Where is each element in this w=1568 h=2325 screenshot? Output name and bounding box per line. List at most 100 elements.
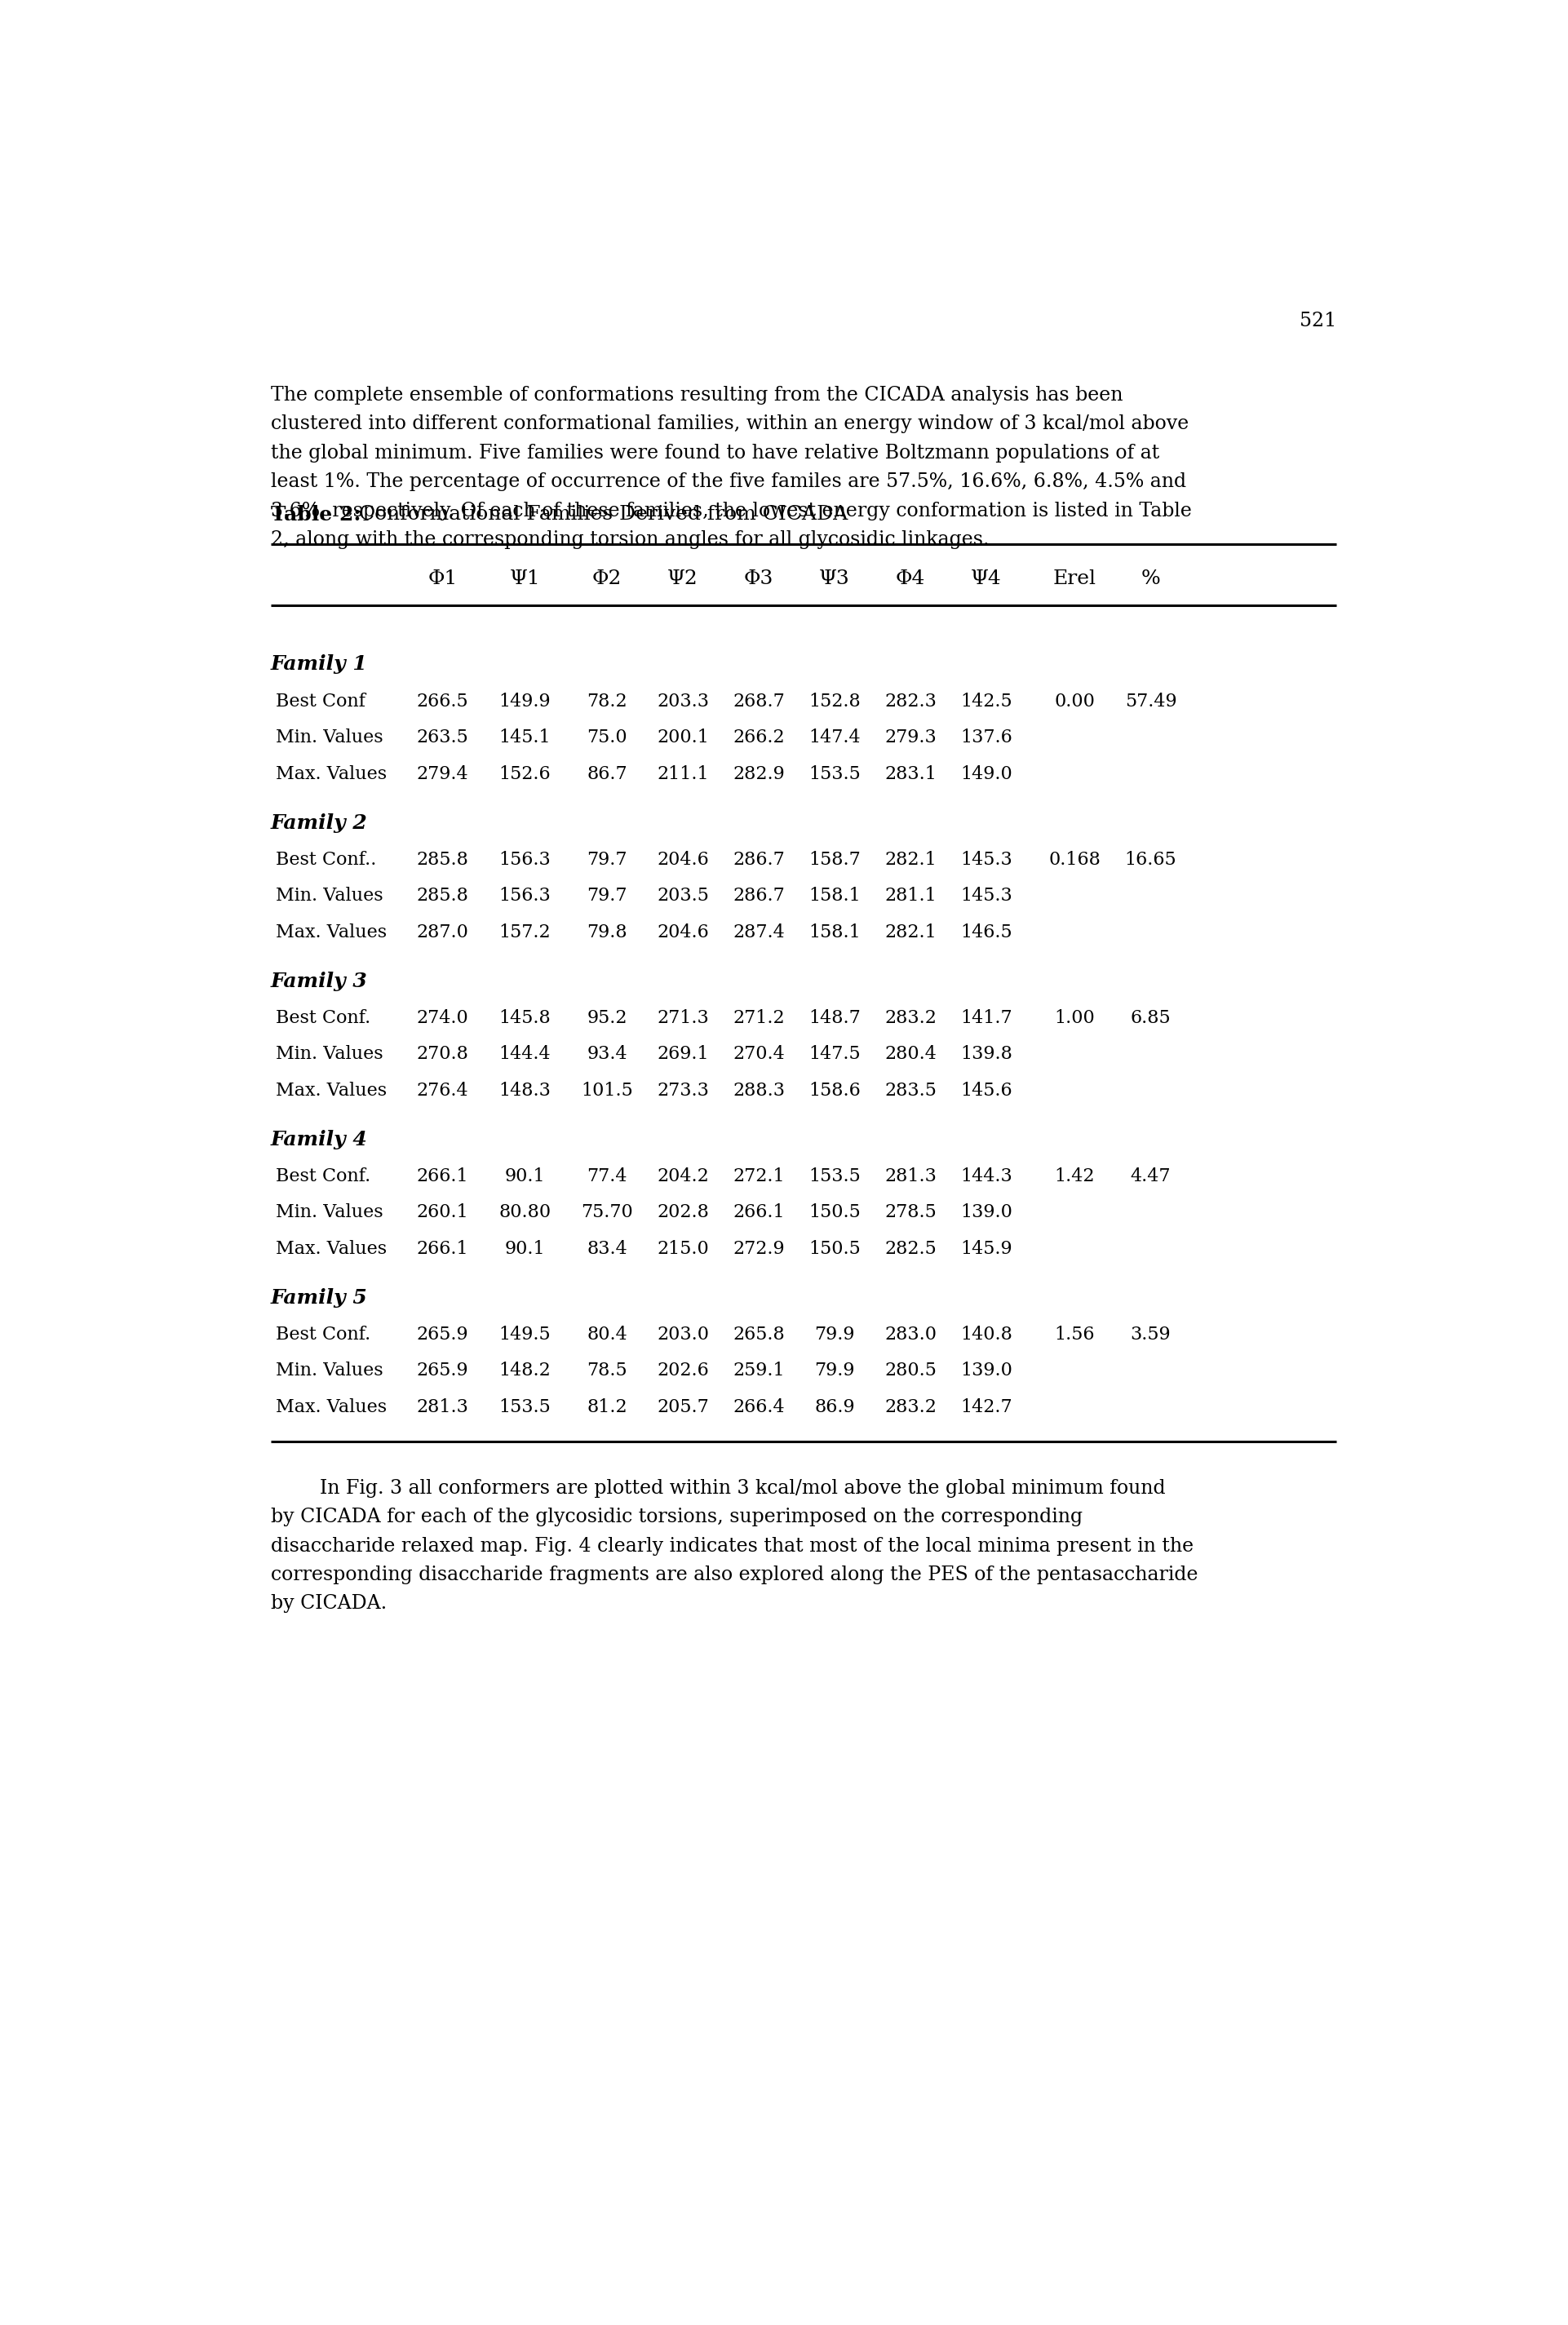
- Text: 75.70: 75.70: [582, 1204, 633, 1221]
- Text: Conformational Families Derived from CICADA: Conformational Families Derived from CIC…: [353, 505, 848, 523]
- Text: 158.6: 158.6: [809, 1081, 861, 1100]
- Text: 57.49: 57.49: [1124, 693, 1176, 709]
- Text: 287.0: 287.0: [417, 923, 469, 942]
- Text: 158.1: 158.1: [809, 888, 861, 904]
- Text: 140.8: 140.8: [960, 1325, 1013, 1344]
- Text: Min. Values: Min. Values: [276, 728, 383, 746]
- Text: 271.3: 271.3: [657, 1009, 709, 1028]
- Text: 283.0: 283.0: [884, 1325, 936, 1344]
- Text: 259.1: 259.1: [732, 1362, 784, 1381]
- Text: 145.8: 145.8: [499, 1009, 550, 1028]
- Text: Ψ1: Ψ1: [510, 570, 539, 588]
- Text: 281.3: 281.3: [884, 1167, 936, 1186]
- Text: corresponding disaccharide fragments are also explored along the PES of the pent: corresponding disaccharide fragments are…: [271, 1565, 1198, 1583]
- Text: 285.8: 285.8: [417, 888, 469, 904]
- Text: disaccharide relaxed map. Fig. 4 clearly indicates that most of the local minima: disaccharide relaxed map. Fig. 4 clearly…: [271, 1537, 1193, 1555]
- Text: Table 2:: Table 2:: [271, 505, 361, 525]
- Text: Max. Values: Max. Values: [276, 1239, 387, 1258]
- Text: Best Conf.: Best Conf.: [276, 1325, 370, 1344]
- Text: 266.1: 266.1: [417, 1167, 469, 1186]
- Text: 282.3: 282.3: [884, 693, 936, 709]
- Text: 1.00: 1.00: [1055, 1009, 1094, 1028]
- Text: by CICADA.: by CICADA.: [271, 1595, 387, 1614]
- Text: 101.5: 101.5: [582, 1081, 633, 1100]
- Text: 204.2: 204.2: [657, 1167, 709, 1186]
- Text: 16.65: 16.65: [1124, 851, 1176, 870]
- Text: 147.4: 147.4: [809, 728, 861, 746]
- Text: 0.168: 0.168: [1049, 851, 1101, 870]
- Text: 287.4: 287.4: [732, 923, 784, 942]
- Text: The complete ensemble of conformations resulting from the CICADA analysis has be: The complete ensemble of conformations r…: [271, 386, 1123, 405]
- Text: 148.7: 148.7: [809, 1009, 861, 1028]
- Text: 268.7: 268.7: [732, 693, 784, 709]
- Text: Max. Values: Max. Values: [276, 765, 387, 784]
- Text: Φ1: Φ1: [428, 570, 458, 588]
- Text: 79.7: 79.7: [586, 888, 627, 904]
- Text: 282.9: 282.9: [732, 765, 784, 784]
- Text: 141.7: 141.7: [960, 1009, 1013, 1028]
- Text: Max. Values: Max. Values: [276, 1397, 387, 1416]
- Text: 150.5: 150.5: [809, 1239, 861, 1258]
- Text: by CICADA for each of the glycosidic torsions, superimposed on the corresponding: by CICADA for each of the glycosidic tor…: [271, 1507, 1082, 1528]
- Text: Family 3: Family 3: [271, 972, 367, 990]
- Text: 90.1: 90.1: [505, 1167, 546, 1186]
- Text: 153.5: 153.5: [809, 1167, 861, 1186]
- Text: Erel: Erel: [1054, 570, 1096, 588]
- Text: 283.2: 283.2: [884, 1009, 936, 1028]
- Text: 145.3: 145.3: [960, 851, 1013, 870]
- Text: 278.5: 278.5: [884, 1204, 936, 1221]
- Text: 149.0: 149.0: [960, 765, 1013, 784]
- Text: Ψ3: Ψ3: [818, 570, 850, 588]
- Text: 77.4: 77.4: [586, 1167, 627, 1186]
- Text: 282.1: 282.1: [884, 923, 936, 942]
- Text: 158.7: 158.7: [809, 851, 861, 870]
- Text: 78.5: 78.5: [586, 1362, 627, 1381]
- Text: 0.00: 0.00: [1055, 693, 1094, 709]
- Text: 266.2: 266.2: [732, 728, 784, 746]
- Text: Best Conf..: Best Conf..: [276, 851, 376, 870]
- Text: Min. Values: Min. Values: [276, 1362, 383, 1381]
- Text: 271.2: 271.2: [732, 1009, 784, 1028]
- Text: 145.9: 145.9: [960, 1239, 1013, 1258]
- Text: Min. Values: Min. Values: [276, 1204, 383, 1221]
- Text: 142.5: 142.5: [960, 693, 1013, 709]
- Text: Min. Values: Min. Values: [276, 888, 383, 904]
- Text: 203.5: 203.5: [657, 888, 709, 904]
- Text: 152.6: 152.6: [499, 765, 550, 784]
- Text: 6.85: 6.85: [1131, 1009, 1171, 1028]
- Text: 272.9: 272.9: [732, 1239, 784, 1258]
- Text: 279.3: 279.3: [884, 728, 936, 746]
- Text: Ψ2: Ψ2: [668, 570, 698, 588]
- Text: 1.42: 1.42: [1055, 1167, 1094, 1186]
- Text: clustered into different conformational families, within an energy window of 3 k: clustered into different conformational …: [271, 414, 1189, 432]
- Text: 148.3: 148.3: [499, 1081, 550, 1100]
- Text: Best Conf.: Best Conf.: [276, 1009, 370, 1028]
- Text: 145.1: 145.1: [499, 728, 550, 746]
- Text: 202.6: 202.6: [657, 1362, 709, 1381]
- Text: 288.3: 288.3: [732, 1081, 786, 1100]
- Text: 281.1: 281.1: [884, 888, 936, 904]
- Text: 79.9: 79.9: [814, 1325, 855, 1344]
- Text: 204.6: 204.6: [657, 923, 709, 942]
- Text: 266.1: 266.1: [417, 1239, 469, 1258]
- Text: 282.5: 282.5: [884, 1239, 936, 1258]
- Text: least 1%. The percentage of occurrence of the five familes are 57.5%, 16.6%, 6.8: least 1%. The percentage of occurrence o…: [271, 472, 1185, 491]
- Text: 276.4: 276.4: [417, 1081, 469, 1100]
- Text: In Fig. 3 all conformers are plotted within 3 kcal/mol above the global minimum : In Fig. 3 all conformers are plotted wit…: [271, 1479, 1165, 1497]
- Text: 139.0: 139.0: [960, 1204, 1013, 1221]
- Text: Family 2: Family 2: [271, 814, 367, 832]
- Text: 79.8: 79.8: [586, 923, 627, 942]
- Text: 90.1: 90.1: [505, 1239, 546, 1258]
- Text: 83.4: 83.4: [586, 1239, 627, 1258]
- Text: 144.4: 144.4: [499, 1046, 550, 1063]
- Text: 272.1: 272.1: [732, 1167, 784, 1186]
- Text: 150.5: 150.5: [809, 1204, 861, 1221]
- Text: 86.9: 86.9: [814, 1397, 855, 1416]
- Text: 273.3: 273.3: [657, 1081, 709, 1100]
- Text: %: %: [1142, 570, 1160, 588]
- Text: 149.5: 149.5: [499, 1325, 550, 1344]
- Text: 93.4: 93.4: [586, 1046, 627, 1063]
- Text: Family 4: Family 4: [271, 1130, 367, 1149]
- Text: 153.5: 153.5: [809, 765, 861, 784]
- Text: 145.3: 145.3: [960, 888, 1013, 904]
